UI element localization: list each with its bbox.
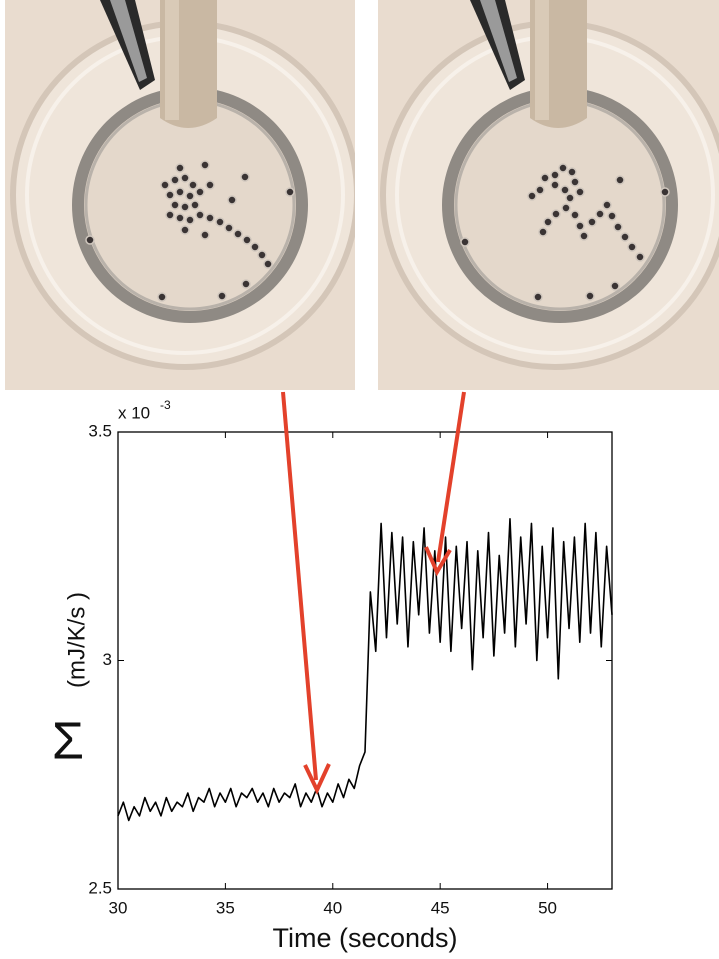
x-tick-label: 45 xyxy=(431,898,450,917)
y-axis-symbol: Σ xyxy=(52,713,84,771)
spheres xyxy=(460,163,670,302)
x-tick-label: 50 xyxy=(538,898,557,917)
x-tick-label: 30 xyxy=(109,898,128,917)
arrow-before xyxy=(281,391,318,781)
arrow-after xyxy=(436,391,466,563)
y-scale-base: x 10 xyxy=(118,403,150,422)
y-axis-units: (mJ/K/s ) xyxy=(63,592,90,688)
plot-frame xyxy=(117,431,613,890)
y-tick-label: 2.5 xyxy=(88,878,112,897)
arrowhead-before xyxy=(303,763,331,795)
photo-before xyxy=(5,0,365,390)
data-line xyxy=(117,518,613,822)
x-axis-label: Time (seconds) xyxy=(272,923,457,953)
y-scale-exponent: -3 xyxy=(160,398,171,412)
spheres xyxy=(85,160,295,302)
annotations xyxy=(281,391,466,795)
arrowhead-after xyxy=(424,546,452,577)
petri-dish xyxy=(5,0,365,390)
x-tick-label: 35 xyxy=(216,898,235,917)
photo-after xyxy=(375,0,719,390)
y-tick-label: 3 xyxy=(103,650,112,669)
y-tick-label: 3.5 xyxy=(88,421,112,440)
series xyxy=(117,518,613,822)
axes: 30 35 40 45 50 2.5 3 3.5 xyxy=(88,421,612,917)
x-tick-label: 40 xyxy=(323,898,342,917)
